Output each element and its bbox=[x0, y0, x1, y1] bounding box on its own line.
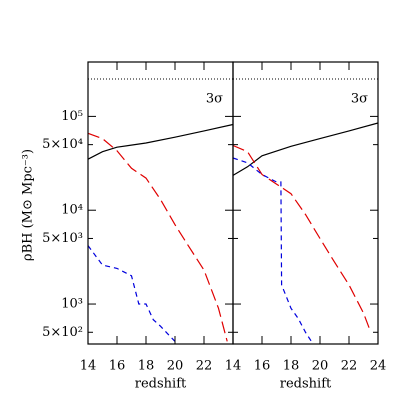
plot-frame bbox=[232, 61, 379, 345]
y-tick-label: 10³ bbox=[61, 297, 83, 312]
y-axis-label: ρBH (M⊙ Mpc⁻³) bbox=[21, 149, 36, 261]
y-tick-label: 10⁴ bbox=[61, 203, 83, 218]
line-series bbox=[232, 157, 314, 344]
x-tick-label: 14 bbox=[225, 359, 242, 374]
line-series bbox=[232, 122, 379, 176]
y-tick-label: 5×10⁴ bbox=[42, 137, 83, 152]
y-tick-label: 5×10³ bbox=[42, 231, 83, 246]
x-tick-label: 18 bbox=[138, 359, 155, 374]
line-series bbox=[87, 132, 228, 342]
annotation: 3σ bbox=[351, 92, 368, 107]
line-series bbox=[87, 245, 176, 342]
y-tick-label: 5×10² bbox=[42, 325, 83, 340]
line-series bbox=[232, 144, 372, 333]
annotation: 3σ bbox=[206, 92, 223, 107]
x-tick-label: 20 bbox=[312, 359, 329, 374]
x-tick-label: 16 bbox=[109, 359, 126, 374]
x-axis-label: redshift bbox=[135, 377, 187, 392]
x-tick-label: 22 bbox=[341, 359, 358, 374]
x-axis-label: redshift bbox=[280, 377, 332, 392]
x-tick-label: 14 bbox=[80, 359, 97, 374]
x-tick-label: 18 bbox=[283, 359, 300, 374]
line-series bbox=[87, 123, 234, 160]
x-tick-label: 22 bbox=[196, 359, 213, 374]
x-tick-label: 20 bbox=[167, 359, 184, 374]
x-tick-label: 16 bbox=[254, 359, 271, 374]
x-tick-label: 24 bbox=[370, 359, 387, 374]
y-tick-label: 10⁵ bbox=[61, 109, 83, 124]
